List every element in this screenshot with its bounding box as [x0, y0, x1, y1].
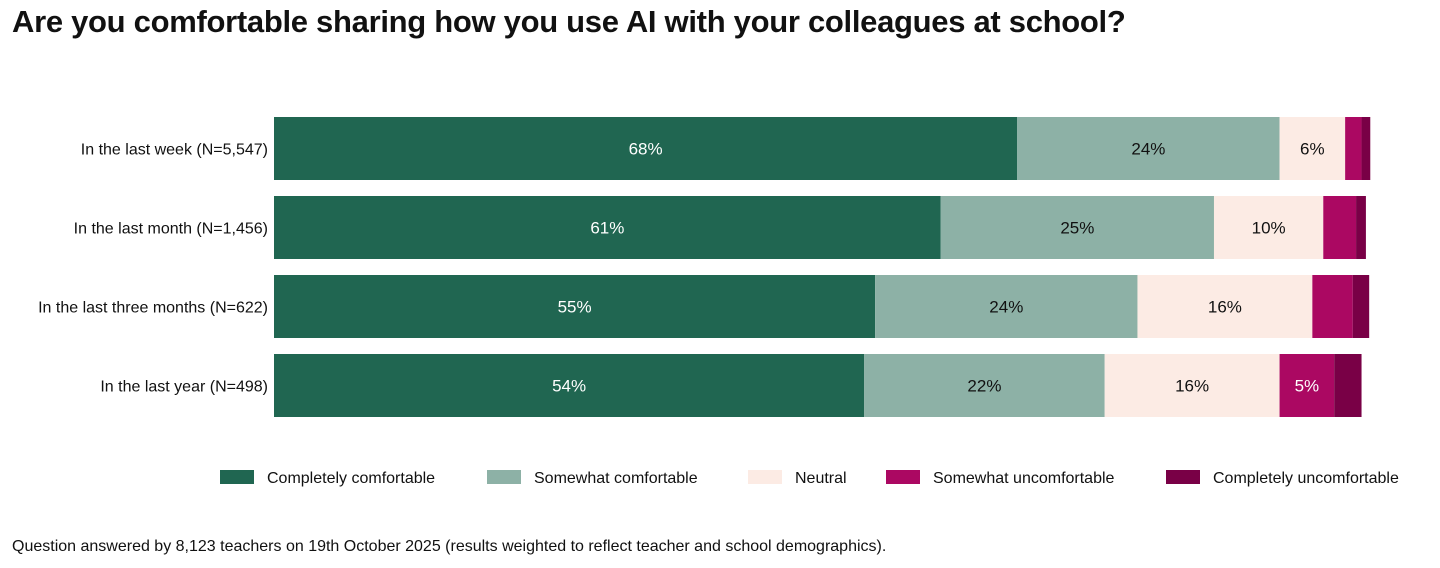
category-label: In the last three months (N=622): [38, 300, 268, 317]
data-label: 68%: [629, 140, 663, 159]
bar-segment: [1279, 117, 1346, 180]
data-label: 24%: [989, 298, 1023, 317]
legend-swatch: [487, 470, 521, 484]
data-label: 6%: [1300, 140, 1325, 159]
category-label: In the last year (N=498): [100, 379, 268, 396]
bar-segment: [1104, 354, 1280, 417]
legend-swatch: [220, 470, 254, 484]
bar-segment: [875, 275, 1138, 338]
footnote: Question answered by 8,123 teachers on 1…: [12, 538, 887, 555]
bar-segment: [1279, 354, 1335, 417]
bar-segment: [1361, 117, 1371, 180]
legend-label: Somewhat uncomfortable: [933, 470, 1115, 487]
data-label: 24%: [1131, 140, 1165, 159]
bar-segment: [1017, 117, 1280, 180]
legend-label: Completely uncomfortable: [1213, 470, 1399, 487]
category-label: In the last week (N=5,547): [81, 142, 268, 159]
data-label: 54%: [552, 377, 586, 396]
bar-segment: [1345, 117, 1362, 180]
chart-title: Are you comfortable sharing how you use …: [12, 4, 1126, 39]
bar-segment: [1323, 196, 1357, 259]
legend-label: Neutral: [795, 470, 847, 487]
bar-segment: [274, 117, 1018, 180]
data-label: 5%: [1295, 377, 1320, 396]
data-label: 16%: [1208, 298, 1242, 317]
data-label: 61%: [590, 219, 624, 238]
bar-segment: [864, 354, 1105, 417]
legend-label: Completely comfortable: [267, 470, 435, 487]
bar-segment: [940, 196, 1214, 259]
bar-segment: [1356, 196, 1366, 259]
bar-segment: [1312, 275, 1353, 338]
data-label: 16%: [1175, 377, 1209, 396]
bar-segment: [1137, 275, 1313, 338]
bar-segment: [274, 275, 876, 338]
legend-label: Somewhat comfortable: [534, 470, 698, 487]
bar-segment: [1334, 354, 1362, 417]
data-label: 22%: [967, 377, 1001, 396]
bar-segment: [1213, 196, 1324, 259]
data-label: 25%: [1060, 219, 1094, 238]
bar-segment: [274, 354, 865, 417]
legend-swatch: [886, 470, 920, 484]
legend-swatch: [1166, 470, 1200, 484]
data-label: 10%: [1252, 219, 1286, 238]
category-label: In the last month (N=1,456): [74, 221, 268, 238]
legend-swatch: [748, 470, 782, 484]
bar-segment: [274, 196, 941, 259]
data-label: 55%: [558, 298, 592, 317]
bar-segment: [1352, 275, 1370, 338]
